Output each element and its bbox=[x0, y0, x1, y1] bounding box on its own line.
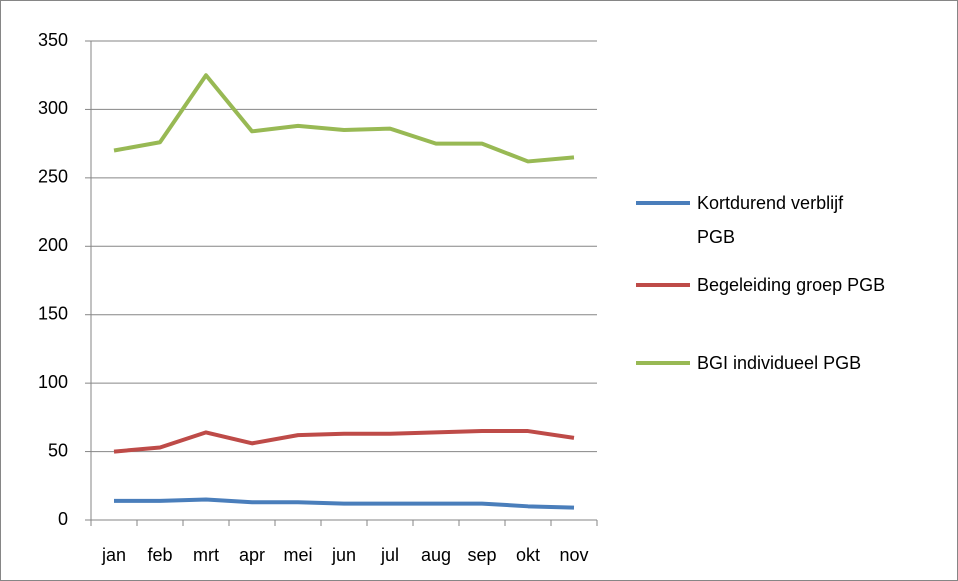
y-tick-label: 100 bbox=[38, 372, 68, 392]
x-tick-label: okt bbox=[516, 545, 540, 565]
y-tick-label: 50 bbox=[48, 440, 68, 460]
x-tick-label: jul bbox=[380, 545, 399, 565]
x-tick-label: mrt bbox=[193, 545, 219, 565]
legend-swatch bbox=[636, 361, 690, 365]
legend-label: Kortdurend verblijf PGB bbox=[697, 193, 844, 247]
x-tick-label: feb bbox=[147, 545, 172, 565]
x-tick-label: aug bbox=[421, 545, 451, 565]
x-tick-label: apr bbox=[239, 545, 265, 565]
y-tick-label: 250 bbox=[38, 167, 68, 187]
x-tick-label: sep bbox=[467, 545, 496, 565]
legend-swatch bbox=[636, 283, 690, 287]
legend-swatch bbox=[636, 201, 690, 205]
legend-label: Begeleiding groep PGB bbox=[697, 275, 886, 295]
y-tick-label: 350 bbox=[38, 30, 68, 50]
series-line bbox=[113, 429, 575, 454]
y-tick-label: 300 bbox=[38, 98, 68, 118]
x-tick-label: jun bbox=[331, 545, 356, 565]
x-tick-label: mei bbox=[283, 545, 312, 565]
y-tick-label: 150 bbox=[38, 303, 68, 323]
series-line bbox=[113, 73, 575, 164]
series-line bbox=[114, 497, 575, 510]
x-tick-label: nov bbox=[559, 545, 588, 565]
x-tick-label: jan bbox=[101, 545, 126, 565]
y-tick-label: 200 bbox=[38, 235, 68, 255]
y-tick-label: 0 bbox=[58, 509, 68, 529]
legend-label: BGI individueel PGB bbox=[697, 353, 862, 373]
